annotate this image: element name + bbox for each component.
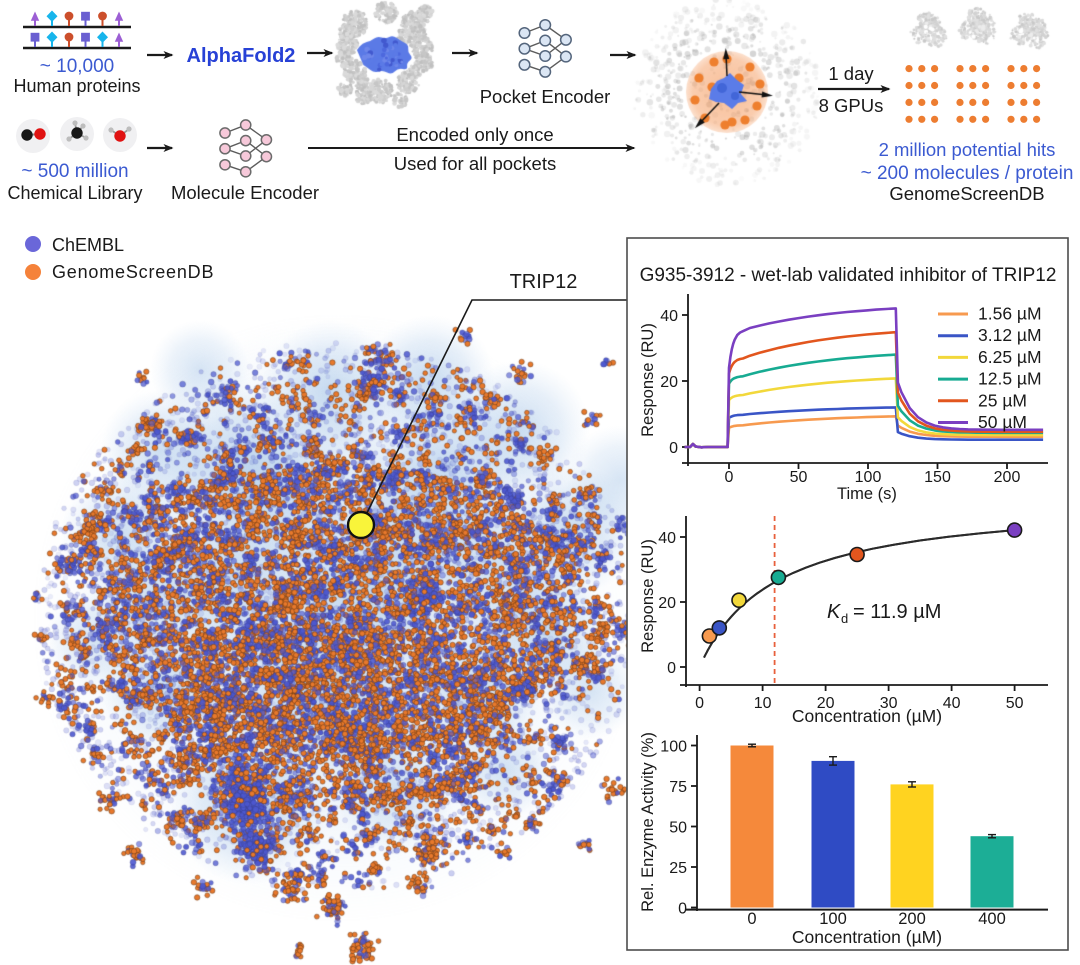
svg-text:Human proteins: Human proteins <box>13 76 140 96</box>
svg-text:Response (RU): Response (RU) <box>639 323 657 437</box>
svg-text:AlphaFold2: AlphaFold2 <box>187 45 296 67</box>
svg-text:20: 20 <box>817 695 835 712</box>
svg-text:Chemical Library: Chemical Library <box>7 183 142 203</box>
svg-text:1.56 µM: 1.56 µM <box>978 304 1042 324</box>
svg-text:= 11.9 µM: = 11.9 µM <box>853 601 941 623</box>
svg-text:50 µM: 50 µM <box>978 412 1027 432</box>
svg-text:200: 200 <box>898 910 926 928</box>
svg-text:200: 200 <box>994 469 1021 486</box>
svg-text:12.5 µM: 12.5 µM <box>978 369 1042 389</box>
svg-text:K: K <box>827 601 842 623</box>
svg-text:Rel. Enzyme Activity (%): Rel. Enzyme Activity (%) <box>639 732 657 912</box>
svg-text:100: 100 <box>855 469 882 486</box>
svg-text:~ 200 molecules / protein: ~ 200 molecules / protein <box>861 163 1074 184</box>
svg-text:~ 500 million: ~ 500 million <box>21 161 128 182</box>
svg-text:50: 50 <box>669 820 687 837</box>
svg-text:100: 100 <box>660 739 687 756</box>
svg-text:Encoded only once: Encoded only once <box>396 124 553 145</box>
svg-text:TRIP12: TRIP12 <box>510 271 578 293</box>
svg-text:3.12 µM: 3.12 µM <box>978 325 1042 345</box>
svg-text:20: 20 <box>658 595 676 612</box>
svg-text:Concentration (µM): Concentration (µM) <box>792 927 942 947</box>
svg-text:Concentration (µM): Concentration (µM) <box>792 706 942 726</box>
svg-text:Pocket Encoder: Pocket Encoder <box>480 86 611 107</box>
svg-text:0: 0 <box>695 695 704 712</box>
svg-text:1 day: 1 day <box>828 63 874 84</box>
svg-text:Response (RU): Response (RU) <box>639 539 657 653</box>
svg-text:75: 75 <box>669 779 687 796</box>
svg-text:0: 0 <box>667 660 676 677</box>
svg-text:400: 400 <box>978 910 1006 928</box>
svg-text:Time (s): Time (s) <box>837 485 897 503</box>
svg-text:100: 100 <box>819 910 847 928</box>
svg-text:25: 25 <box>669 860 687 877</box>
svg-text:50: 50 <box>1006 695 1024 712</box>
svg-text:50: 50 <box>790 469 808 486</box>
svg-text:10: 10 <box>754 695 772 712</box>
svg-text:25 µM: 25 µM <box>978 390 1027 410</box>
svg-text:150: 150 <box>924 469 951 486</box>
svg-text:40: 40 <box>943 695 961 712</box>
svg-text:G935-3912 - wet-lab validated: G935-3912 - wet-lab validated inhibitor … <box>640 265 1057 286</box>
svg-text:d: d <box>841 611 848 626</box>
svg-text:30: 30 <box>880 695 898 712</box>
svg-text:0: 0 <box>747 910 756 928</box>
svg-text:0: 0 <box>678 901 687 918</box>
svg-text:0: 0 <box>725 469 734 486</box>
svg-text:40: 40 <box>660 308 678 325</box>
svg-text:GenomeScreenDB: GenomeScreenDB <box>52 262 214 282</box>
svg-text:40: 40 <box>658 530 676 547</box>
svg-text:2 million potential hits: 2 million potential hits <box>879 139 1056 160</box>
svg-text:20: 20 <box>660 374 678 391</box>
svg-text:6.25 µM: 6.25 µM <box>978 347 1042 367</box>
svg-text:Used for all pockets: Used for all pockets <box>394 153 556 174</box>
svg-text:~ 10,000: ~ 10,000 <box>40 56 115 77</box>
svg-text:Molecule Encoder: Molecule Encoder <box>171 182 319 203</box>
svg-text:8 GPUs: 8 GPUs <box>819 95 884 116</box>
svg-text:0: 0 <box>669 440 678 457</box>
svg-text:ChEMBL: ChEMBL <box>52 235 124 255</box>
svg-text:GenomeScreenDB: GenomeScreenDB <box>889 183 1044 204</box>
